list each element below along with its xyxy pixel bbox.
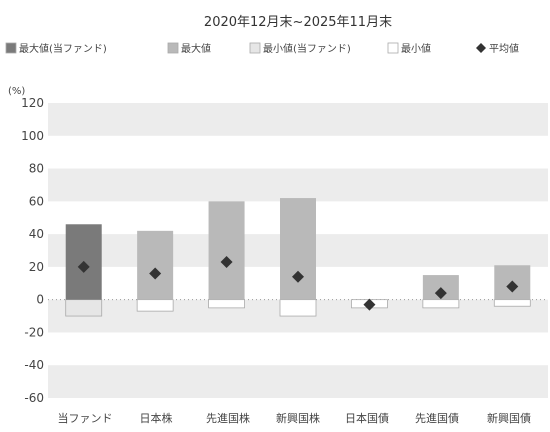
legend-label-max: 最大値 <box>181 42 211 55</box>
category-label: 先進国債 <box>415 411 459 425</box>
category-label: 新興国株 <box>276 411 320 425</box>
min-bar <box>279 299 317 317</box>
chart-subtitle: 2020年12月末~2025年11月末 <box>204 15 392 30</box>
y-tick-label: 60 <box>29 194 44 208</box>
bars <box>65 198 531 317</box>
min-bar <box>208 299 245 309</box>
band <box>48 103 548 136</box>
average-marker <box>149 267 162 280</box>
y-axis-ticks: 120 100 80 60 40 20 0 -20 -40 -60 <box>21 96 44 405</box>
chart-legend: 最大値(当ファンド) 最大値 最小値(当ファンド) 最小値 平均値 <box>5 42 519 55</box>
average-marker <box>220 255 233 268</box>
y-unit-label: (%) <box>8 86 25 97</box>
legend-swatch-min <box>387 42 399 54</box>
legend-label-fund_max: 最大値(当ファンド) <box>19 42 107 55</box>
band <box>48 365 548 398</box>
legend-swatch-fund_min <box>249 42 261 54</box>
y-tick-label: 100 <box>21 129 44 143</box>
y-tick-label: 40 <box>29 227 44 241</box>
average-marker <box>292 270 304 283</box>
category-label: 新興国債 <box>487 411 531 425</box>
min-bar <box>136 299 174 312</box>
legend-label-min: 最小値 <box>401 42 431 55</box>
average-marker <box>77 260 90 273</box>
min-bar <box>493 299 531 307</box>
min-bar <box>65 299 103 317</box>
category-label: 日本国債 <box>345 411 389 425</box>
legend-swatch-fund_max <box>5 42 17 54</box>
band <box>48 168 548 202</box>
max-bar <box>280 198 316 300</box>
y-tick-label: -20 <box>24 325 44 339</box>
category-label: 当ファンド <box>58 411 113 425</box>
y-tick-label: -60 <box>24 391 44 405</box>
y-tick-label: 0 <box>36 293 44 307</box>
y-tick-label: 20 <box>29 260 44 274</box>
legend-swatch-max <box>167 42 179 54</box>
average-marker <box>434 287 447 300</box>
category-label: 日本株 <box>140 411 173 425</box>
legend-label-fund_min: 最小値(当ファンド) <box>263 42 351 55</box>
average-marker <box>363 298 376 311</box>
min-bar <box>422 299 460 309</box>
y-tick-label: 80 <box>29 162 44 176</box>
category-label: 先進国株 <box>206 411 250 425</box>
legend-swatch-avg <box>476 43 486 53</box>
average-marker <box>506 280 519 293</box>
max-bar <box>137 230 174 300</box>
y-tick-label: -40 <box>24 358 44 372</box>
average-markers <box>77 255 519 311</box>
x-axis-categories: 当ファンド 日本株 先進国株 新興国株 日本国債 先進国債 新興国債 <box>58 411 532 425</box>
legend-label-avg: 平均値 <box>489 42 519 55</box>
y-tick-label: 120 <box>21 96 44 110</box>
max-bar <box>208 201 245 300</box>
background-bands <box>48 103 548 398</box>
